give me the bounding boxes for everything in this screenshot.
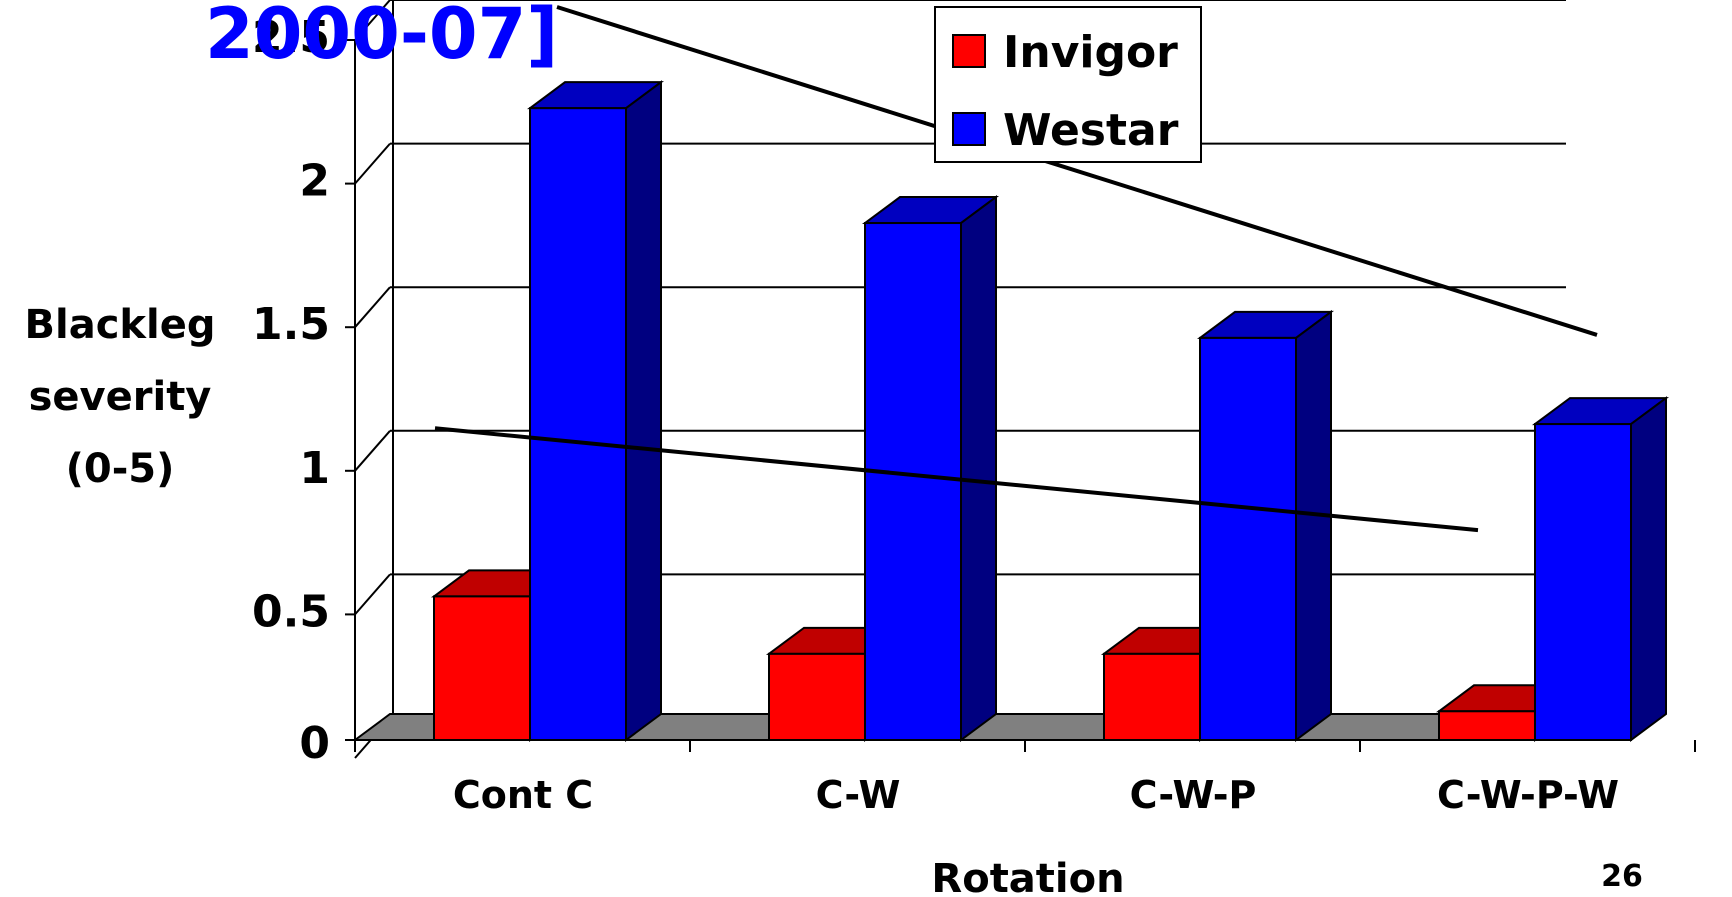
bar-front — [768, 652, 866, 742]
gridline-left-wall — [354, 286, 391, 328]
legend: Invigor Westar — [934, 6, 1202, 163]
y-tick-label: 2.5 — [252, 12, 330, 63]
gridline-left-wall — [354, 0, 391, 41]
trendlines — [434, 5, 1598, 533]
legend-label-invigor: Invigor — [1003, 27, 1178, 78]
y-axis-title-line-3: (0-5) — [66, 446, 175, 492]
x-category-labels: Cont C C-W C-W-P C-W-P-W — [453, 773, 1619, 817]
bar-front — [433, 595, 531, 742]
bar-westar-c-w — [861, 195, 1000, 742]
bars — [430, 80, 1670, 742]
legend-swatch-invigor — [952, 34, 986, 68]
legend-label-westar: Westar — [1003, 105, 1179, 156]
gridline-left-wall — [354, 430, 391, 472]
gridline-left-wall — [354, 142, 391, 185]
bar-side — [960, 195, 997, 742]
slide-title: 2000-07] — [205, 0, 558, 75]
y-tick-labels: 0 0.5 1 1.5 2 2.5 — [252, 12, 330, 769]
y-axis-title: Blackleg severity (0-5) — [25, 302, 216, 492]
gridline-left-wall — [354, 573, 391, 616]
y-tick-label: 2 — [299, 156, 330, 207]
x-axis-title: Rotation — [931, 856, 1124, 897]
bar-front — [529, 107, 627, 742]
bar-front — [864, 222, 962, 742]
bar-front — [1438, 710, 1536, 742]
bar-westar-cont-c — [526, 80, 665, 742]
y-tick-label: 0 — [299, 718, 330, 769]
bar-front — [1103, 652, 1201, 742]
y-axis-title-line-1: Blackleg — [25, 302, 216, 348]
slide-number: 26 — [1601, 859, 1643, 894]
x-category-label: C-W-P-W — [1437, 773, 1619, 817]
y-axis-title-line-2: severity — [29, 374, 212, 420]
trendline-invigor — [434, 426, 1479, 533]
trendline-westar — [556, 5, 1598, 337]
bar-westar-c-w-p-w — [1531, 396, 1670, 742]
bar-side — [1295, 309, 1332, 742]
y-tick-label: 0.5 — [252, 586, 330, 637]
x-category-label: C-W — [816, 773, 901, 817]
x-category-label: C-W-P — [1130, 773, 1257, 817]
bar-front — [1534, 423, 1632, 741]
legend-swatch-westar — [952, 112, 986, 146]
bar-side — [625, 80, 662, 742]
bar-side — [1630, 396, 1667, 742]
y-tick-label: 1 — [299, 443, 330, 494]
x-category-label: Cont C — [453, 773, 593, 817]
bar-westar-c-w-p — [1196, 309, 1335, 742]
bar-front — [1199, 336, 1297, 741]
y-tick-label: 1.5 — [252, 299, 330, 350]
